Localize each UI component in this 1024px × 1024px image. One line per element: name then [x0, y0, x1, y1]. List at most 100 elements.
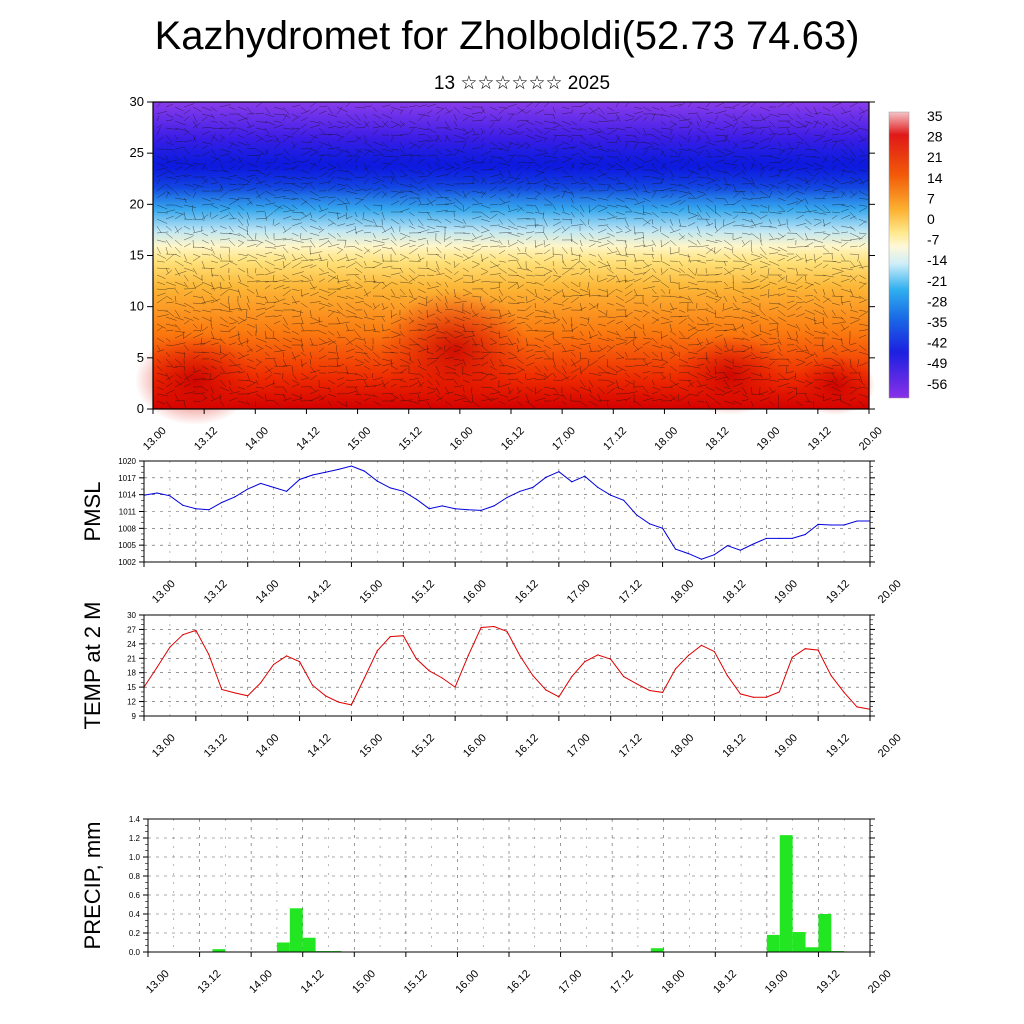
series-point: [804, 648, 806, 650]
y-tick-label: 18: [127, 669, 136, 678]
x-tick-label: 18.12: [720, 732, 748, 760]
series-point: [169, 646, 171, 648]
series-point: [350, 465, 353, 467]
series-point: [700, 644, 703, 646]
series-point: [363, 470, 365, 472]
series-point: [467, 509, 469, 511]
colorbar-label: -7: [927, 232, 940, 248]
x-tick-label: 16.12: [513, 578, 541, 606]
colorbar-label: -56: [927, 376, 947, 392]
series-point: [428, 508, 430, 510]
series-point: [830, 675, 832, 677]
series-point: [182, 504, 184, 506]
series-point: [273, 486, 275, 488]
series-point: [441, 505, 443, 507]
precip-bar: [779, 835, 793, 952]
height-tick-label: 25: [130, 145, 144, 160]
time-tick-label: 20.00: [857, 425, 885, 453]
x-tick-label: 15.00: [350, 968, 378, 996]
height-tick-label: 30: [130, 94, 144, 109]
height-axis: 0 5 10 15 20 25 30: [130, 94, 875, 416]
x-tick-label: 15.12: [409, 732, 437, 760]
time-tick-label: 14.00: [243, 425, 271, 453]
precip-panel: 0.0 0.2 0.4 0.6 0.8 1.0 1.2 1.4 13.00 13.12 14.00 1…: [80, 815, 894, 996]
x-tick-label: 13.12: [202, 578, 230, 606]
colorbar-labels: 35 28 21 14 7 0 -7 -14 -21 -28 -35 -42 -49 -56: [927, 108, 947, 392]
precip-bar: [289, 908, 303, 952]
series-point: [817, 649, 819, 651]
series-point: [778, 691, 780, 693]
series-point: [298, 478, 301, 481]
series-point: [636, 683, 638, 685]
series-point: [584, 475, 586, 477]
series-point: [454, 686, 456, 688]
x-tick-label: 14.12: [305, 732, 333, 760]
y-tick-label: 9: [132, 712, 137, 721]
cold-core-band: [153, 140, 869, 195]
y-tick-label: 21: [127, 654, 136, 663]
series-point: [337, 468, 340, 471]
height-tick-label: 10: [130, 299, 144, 314]
time-tick-label: 13.12: [192, 425, 220, 453]
series-point: [661, 691, 664, 694]
warm-region: [380, 290, 530, 410]
series-point: [208, 653, 210, 656]
series-point: [402, 490, 404, 492]
x-tick-label: 15.12: [402, 968, 430, 996]
time-tick-label: 16.00: [448, 425, 476, 453]
y-tick-label: 1017: [118, 474, 136, 483]
series-point: [649, 689, 651, 692]
series-point: [234, 496, 236, 498]
series-point: [467, 655, 469, 657]
colorbar-label: 0: [927, 211, 935, 227]
temperature-profile-panel: 0 5 10 15 20 25 30 13.00 13.12 14.00 14.12 15.00 15…: [130, 94, 885, 453]
y-axis-label: PRECIP, mm: [80, 822, 105, 950]
colorbar-label: 21: [927, 149, 943, 165]
colorbar-label: 7: [927, 190, 935, 206]
height-tick-label: 5: [137, 350, 144, 365]
series-point: [545, 476, 547, 478]
x-tick-label: 16.00: [461, 578, 489, 606]
chart-title: Kazhydromet for Zholboldi(52.73 74.63): [154, 14, 860, 58]
temp-2m-panel: 9 12 15 18 21 24 27 30 13.00 13.12 14.00 14.12 15.00…: [80, 602, 904, 760]
series-point: [765, 696, 767, 698]
series-point: [311, 474, 314, 476]
wind-vectors: [156, 102, 869, 409]
time-tick-label: 18.00: [652, 425, 680, 453]
series-point: [843, 524, 845, 526]
y-tick-label: 27: [127, 625, 136, 634]
series-point: [519, 655, 521, 657]
precip-bar: [212, 949, 226, 952]
series-point: [389, 636, 391, 638]
series-point: [726, 675, 728, 677]
x-tick-label: 14.00: [247, 968, 275, 996]
x-tick-label: 18.00: [668, 732, 696, 760]
x-tick-label: 13.12: [202, 732, 230, 760]
series-point: [402, 635, 404, 637]
x-tick-label: 18.12: [711, 968, 739, 996]
series-point: [610, 494, 612, 496]
y-tick-label: 24: [127, 640, 136, 649]
time-tick-label: 18.12: [703, 425, 731, 453]
x-tick-label: 17.12: [608, 968, 636, 996]
time-tick-label: 15.00: [345, 425, 373, 453]
warm-region: [795, 355, 875, 415]
y-tick-label: 1.2: [129, 834, 141, 843]
series-point: [195, 629, 197, 631]
series-point: [778, 537, 780, 540]
time-tick-label: 15.12: [397, 425, 425, 453]
pmsl-panel: 1002 1005 1008 1011 1014 1017 1020 13.00 13.12 14…: [80, 457, 904, 606]
x-tick-label: 13.00: [150, 578, 178, 606]
colorbar-label: -28: [927, 293, 947, 309]
x-tick-label: 15.00: [357, 732, 385, 760]
series-point: [584, 661, 586, 663]
x-tick-label: 16.12: [513, 732, 541, 760]
colorbar-label: -14: [927, 252, 947, 268]
x-tick-label: 18.00: [668, 578, 696, 606]
series-point: [623, 675, 625, 678]
series-point: [843, 691, 845, 694]
series-point: [739, 549, 741, 551]
series-point: [506, 630, 508, 632]
precip-bar: [650, 948, 664, 952]
